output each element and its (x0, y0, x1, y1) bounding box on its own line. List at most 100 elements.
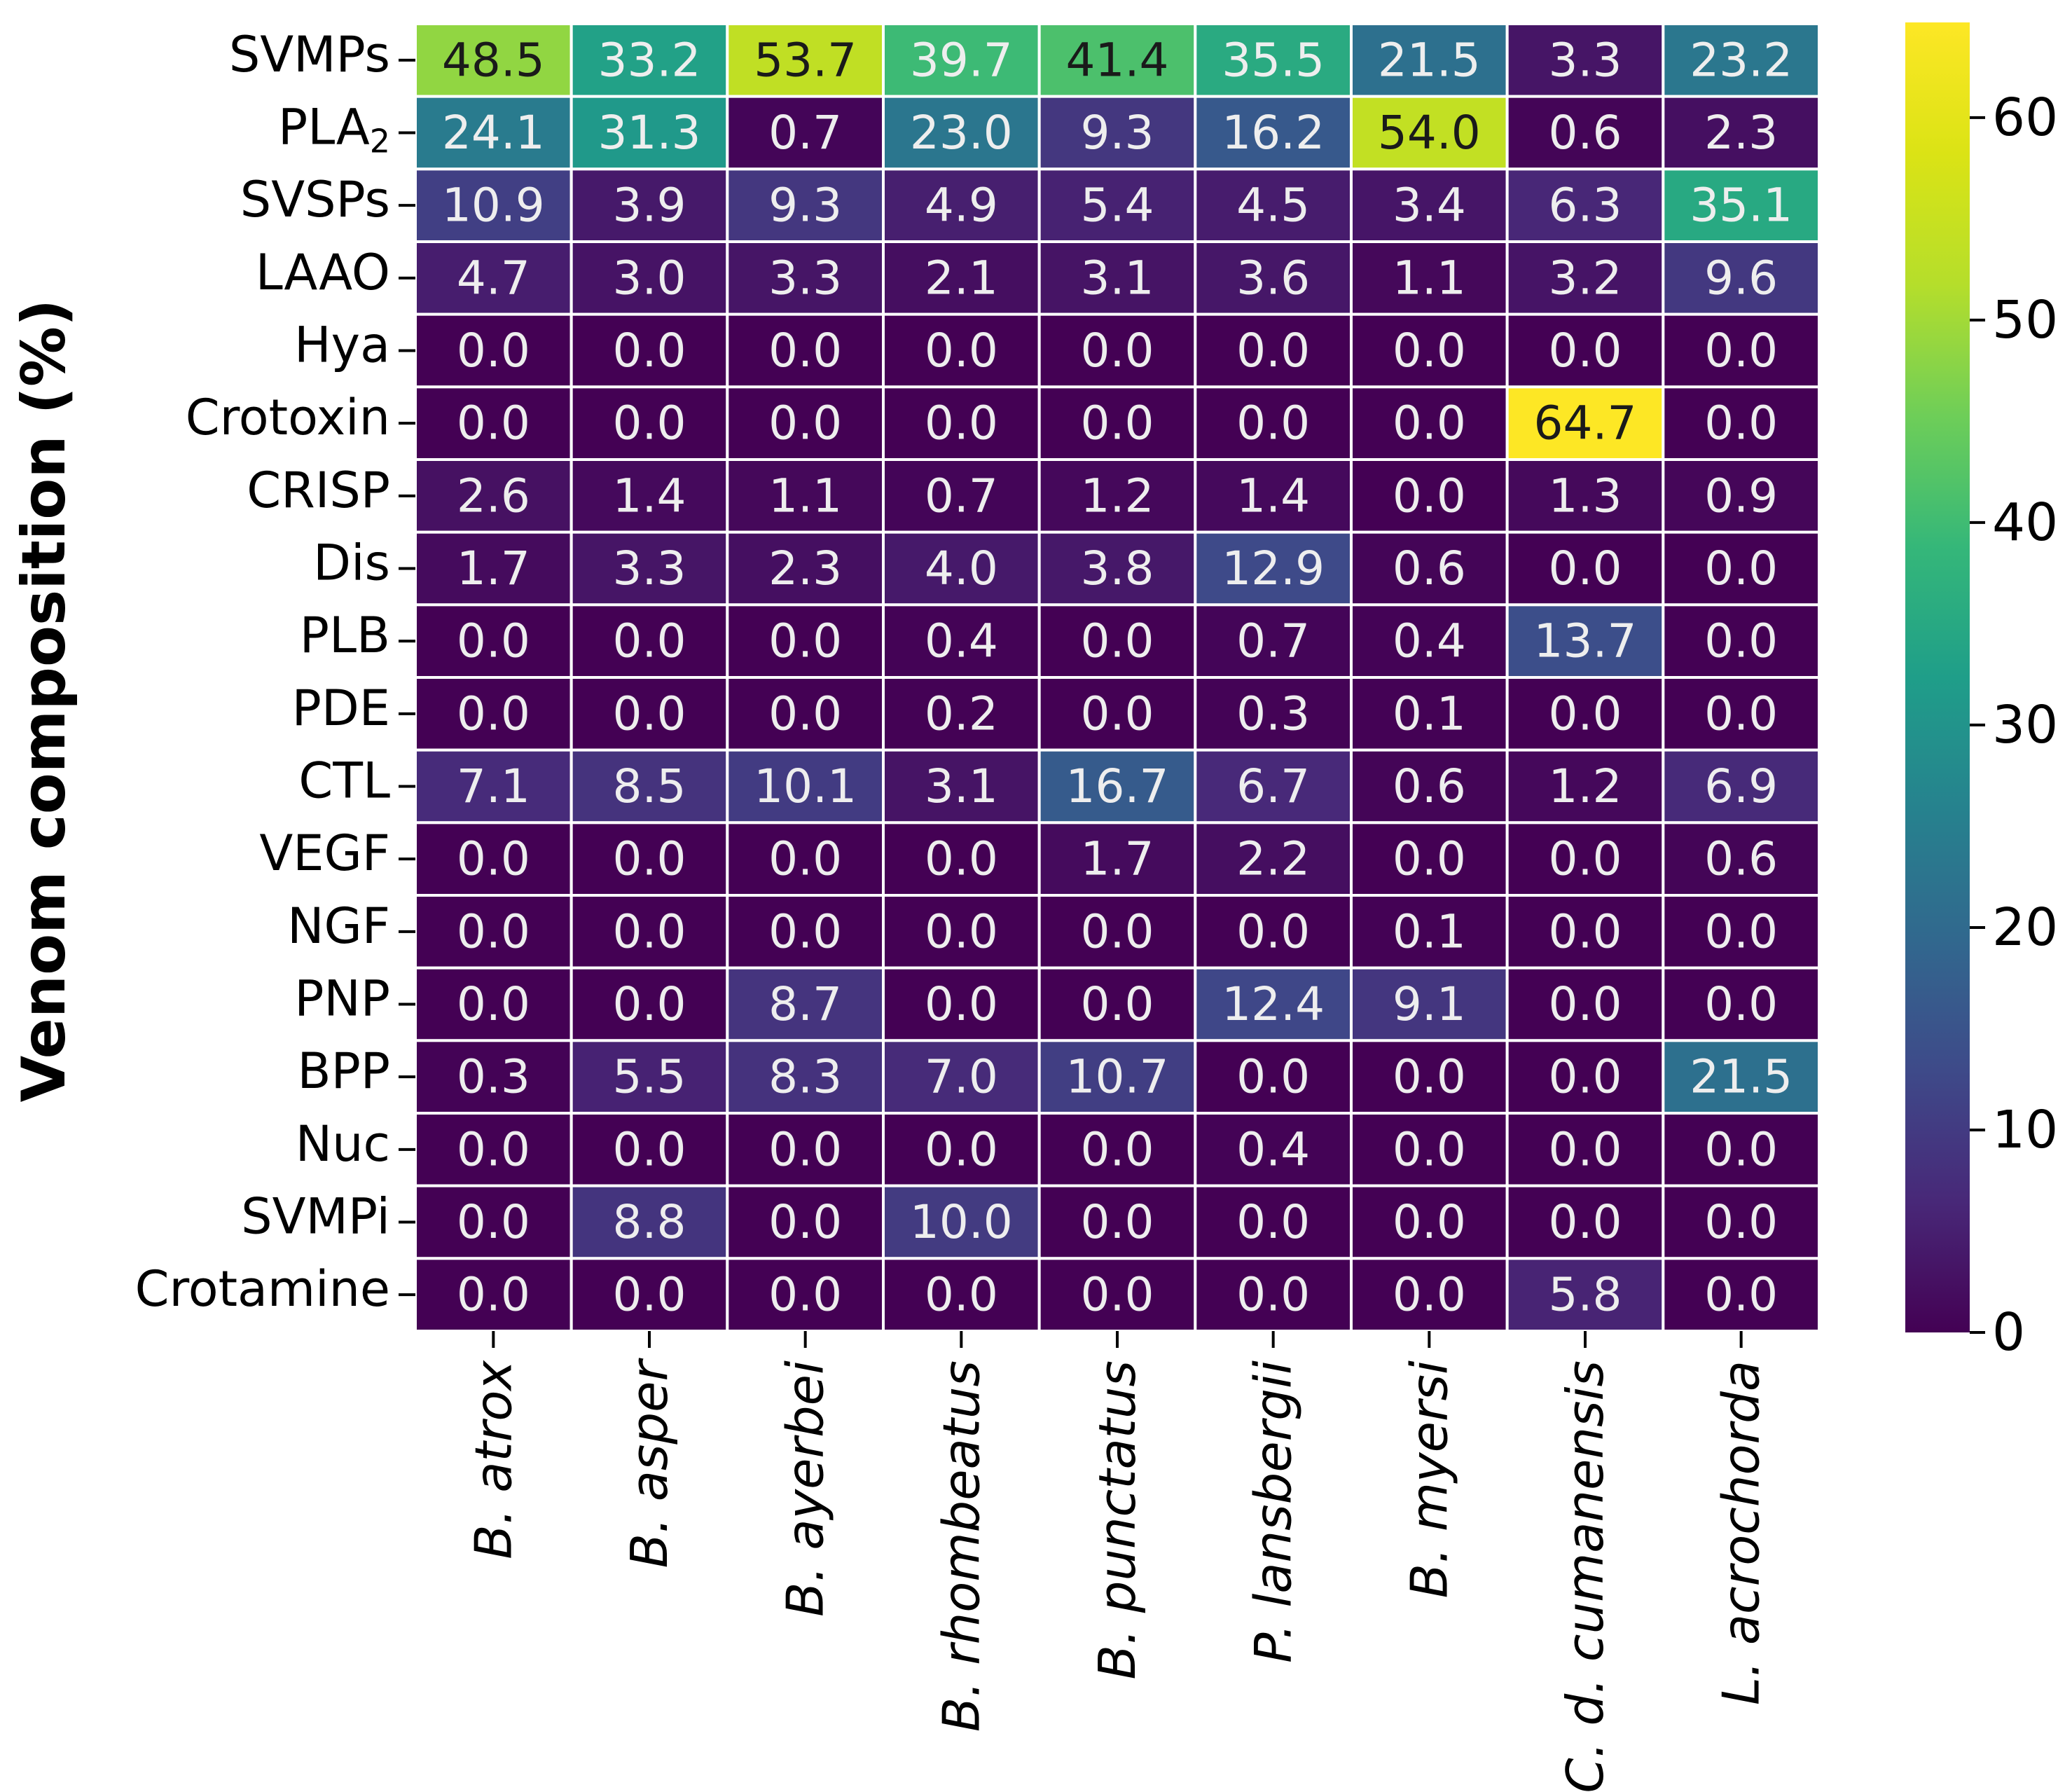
colorbar: 0 10 20 30 40 50 60 (1905, 22, 2058, 1363)
cell-value-label: 0.0 (613, 397, 686, 450)
cell-value-label: 6.7 (1236, 759, 1310, 813)
cell-value-label: 3.4 (1393, 179, 1466, 233)
cell-value-label: 0.0 (768, 1122, 842, 1176)
cell-value-label: 0.0 (1393, 1050, 1466, 1104)
heatmap-cell (569, 1039, 729, 1115)
row-label: CTL (298, 752, 390, 810)
heatmap-cell (569, 385, 729, 461)
heatmap-cell (1037, 821, 1197, 897)
heatmap-cell (414, 385, 573, 461)
heatmap-cell (1194, 748, 1353, 825)
row-label: BPP (298, 1042, 390, 1100)
cell-value-label: 0.0 (613, 687, 686, 740)
cell-value-label: 0.0 (768, 1268, 842, 1322)
cell-value-label: 0.0 (1393, 397, 1466, 450)
cell-value-label: 0.0 (613, 614, 686, 668)
heatmap-cell (726, 1184, 885, 1260)
cell-value-label: 1.7 (1081, 832, 1154, 886)
column-label: B. myersi (1400, 1360, 1458, 1598)
cell-value-label: 0.0 (1081, 397, 1154, 450)
heatmap-cell (414, 1039, 573, 1115)
cell-value-label: 1.7 (457, 542, 530, 595)
cell-value-label: 0.4 (925, 614, 998, 668)
cell-value-label: 0.0 (1549, 1122, 1622, 1176)
cell-value-label: 0.0 (1549, 832, 1622, 886)
cell-value-label: 0.0 (1081, 977, 1154, 1031)
cell-value-label: 1.4 (1236, 469, 1310, 523)
cell-value-label: 16.2 (1222, 106, 1325, 160)
heatmap-cell (1350, 603, 1509, 679)
row-label: NGF (287, 897, 390, 955)
cell-value-label: 0.0 (457, 614, 530, 668)
cell-value-label: 39.7 (910, 33, 1013, 87)
cell-value-label: 0.0 (457, 1122, 530, 1176)
cell-value-label: 8.7 (768, 977, 842, 1031)
cell-value-label: 0.0 (1081, 1268, 1154, 1322)
cell-value-label: 64.7 (1534, 397, 1637, 450)
cell-value-label: 0.0 (1549, 542, 1622, 595)
cell-value-label: 13.7 (1534, 614, 1637, 668)
cell-value-label: 0.0 (1236, 1050, 1310, 1104)
cell-value-label: 0.0 (1236, 324, 1310, 378)
cell-value-label: 0.0 (768, 397, 842, 450)
cell-value-label: 1.2 (1081, 469, 1154, 523)
colorbar-gradient (1905, 22, 1970, 1332)
cell-value-label: 0.3 (1236, 687, 1310, 740)
cell-value-label: 10.7 (1066, 1050, 1169, 1104)
cell-value-label: 9.1 (1393, 977, 1466, 1031)
cell-value-label: 10.1 (754, 759, 857, 813)
cell-value-label: 4.0 (925, 542, 998, 595)
cell-value-label: 3.3 (1549, 33, 1622, 87)
row-label: PNP (294, 970, 390, 1028)
row-label: LAAO (256, 244, 390, 301)
cell-value-label: 0.0 (768, 1195, 842, 1249)
heatmap-cell (726, 530, 885, 607)
cell-value-label: 0.0 (1393, 1122, 1466, 1176)
cell-value-label: 35.1 (1690, 179, 1793, 233)
heatmap-cell (414, 458, 573, 534)
cell-value-label: 0.0 (1081, 687, 1154, 740)
heatmap-cell (1350, 894, 1509, 970)
cell-value-label: 3.0 (613, 251, 686, 305)
cell-value-label: 1.4 (613, 469, 686, 523)
cell-value-label: 0.0 (613, 324, 686, 378)
cell-value-label: 0.0 (925, 324, 998, 378)
column-labels: B. atrox B. asper B. ayerbei B. rhombeatus B… (464, 1331, 1771, 1792)
heatmap-cell (726, 95, 885, 171)
cell-value-label: 0.0 (768, 832, 842, 886)
heatmap-cell (1350, 1257, 1509, 1333)
heatmap-cell (1505, 676, 1665, 752)
cell-value-label: 0.0 (613, 832, 686, 886)
cell-value-label: 0.6 (1549, 106, 1622, 160)
heatmap-cell (726, 603, 885, 679)
heatmap-cell (1194, 22, 1353, 98)
heatmap-cell (882, 1112, 1041, 1187)
cell-value-label: 10.9 (442, 179, 545, 233)
cell-value-label: 0.0 (1081, 1122, 1154, 1176)
heatmap-cell (1662, 385, 1821, 461)
heatmap-cell (882, 676, 1041, 752)
heatmap-cell (1194, 1039, 1353, 1115)
colorbar-tick-label: 20 (1992, 897, 2058, 958)
heatmap-cell (882, 385, 1041, 461)
heatmap-cell (1662, 1257, 1821, 1333)
heatmap-cell (1350, 530, 1509, 607)
cell-value-label: 8.8 (613, 1195, 686, 1249)
cell-value-label: 0.0 (1704, 1195, 1778, 1249)
heatmap-cell (569, 894, 729, 970)
cell-value-label: 2.3 (768, 542, 842, 595)
cell-value-label: 0.0 (1393, 1195, 1466, 1249)
heatmap-cell (1505, 1257, 1665, 1333)
colorbar-tick-label: 50 (1992, 290, 2058, 350)
cell-value-label: 10.0 (910, 1195, 1013, 1249)
heatmap-cell (726, 167, 885, 243)
cell-value-label: 2.6 (457, 469, 530, 523)
heatmap-cell (1194, 312, 1353, 389)
cell-value-label: 0.0 (1393, 469, 1466, 523)
heatmap-cell (1037, 530, 1197, 607)
cell-value-label: 0.7 (925, 469, 998, 523)
cell-value-label: 4.5 (1236, 179, 1310, 233)
heatmap-cell (1037, 385, 1197, 461)
row-label: SVMPs (229, 26, 390, 83)
